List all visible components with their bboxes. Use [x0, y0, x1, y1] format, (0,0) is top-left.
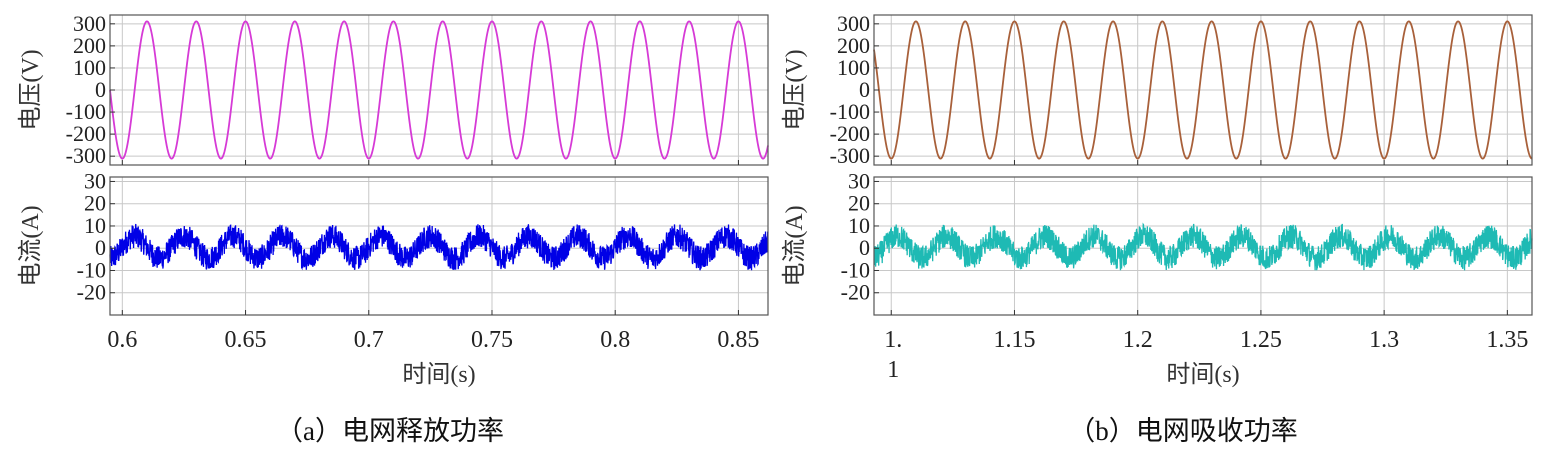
- y-tick-label: 0: [95, 235, 106, 260]
- series-current-line: [109, 223, 769, 271]
- x-tick-label: 1.3: [1369, 327, 1399, 353]
- y-tick-label: 0: [859, 77, 870, 102]
- y-tick-label: 200: [837, 33, 870, 58]
- y-tick-label: -20: [841, 280, 870, 305]
- y-tick-label: 0: [859, 235, 870, 260]
- y-tick-label: 0: [95, 77, 106, 102]
- y-tick-label: 30: [848, 168, 870, 193]
- y-tick-label: 100: [73, 55, 106, 80]
- y-axis-label: 电压(V): [17, 49, 44, 130]
- axes-frame: [873, 176, 1533, 316]
- x-tick-label: 0.85: [717, 327, 759, 353]
- panel-b: 3002001000-100-200-300电压(V)3020100-10-20…: [781, 11, 1533, 446]
- y-tick-label: 20: [848, 191, 870, 216]
- panel-a: 3002001000-100-200-300电压(V)3020100-10-20…: [17, 11, 769, 446]
- x-tick-label: 1.2: [1123, 327, 1153, 353]
- y-axis-label: 电流(A): [781, 205, 808, 286]
- y-tick-label: -100: [66, 99, 106, 124]
- x-tick-label: 0.8: [600, 327, 630, 353]
- panel-caption: （a）电网释放功率: [276, 416, 504, 446]
- y-tick-label: -300: [830, 143, 870, 168]
- y-tick-label: -10: [841, 257, 870, 282]
- x-tick-label: 1. 1: [884, 327, 902, 383]
- y-tick-label: 20: [84, 191, 106, 216]
- series-voltage-line: [873, 20, 1533, 160]
- x-tick-label: 1.35: [1486, 327, 1528, 353]
- axes-frame: [109, 176, 769, 316]
- x-tick-label: 1.25: [1240, 327, 1282, 353]
- y-tick-label: -10: [77, 257, 106, 282]
- x-tick-label: 0.6: [107, 327, 137, 353]
- y-tick-label: -200: [66, 121, 106, 146]
- y-tick-label: 10: [84, 213, 106, 238]
- y-tick-label: 200: [73, 33, 106, 58]
- panel-caption: （b）电网吸收功率: [1068, 416, 1298, 446]
- x-tick-label: 0.7: [354, 327, 384, 353]
- x-tick-label: 0.65: [225, 327, 267, 353]
- y-tick-label: -300: [66, 143, 106, 168]
- x-axis-label: 时间(s): [402, 361, 475, 388]
- x-tick-label: 0.75: [471, 327, 513, 353]
- y-tick-label: 30: [84, 168, 106, 193]
- y-axis-label: 电压(V): [781, 49, 808, 130]
- y-tick-label: 300: [837, 11, 870, 36]
- x-axis-label: 时间(s): [1166, 361, 1239, 388]
- x-tick-label: 1.15: [993, 327, 1035, 353]
- y-tick-label: 100: [837, 55, 870, 80]
- y-axis-label: 电流(A): [17, 205, 44, 286]
- series-voltage-line: [109, 20, 769, 160]
- series-current-line: [873, 222, 1533, 271]
- y-tick-label: 10: [848, 213, 870, 238]
- y-tick-label: -100: [830, 99, 870, 124]
- y-tick-label: -20: [77, 280, 106, 305]
- y-tick-label: -200: [830, 121, 870, 146]
- y-tick-label: 300: [73, 11, 106, 36]
